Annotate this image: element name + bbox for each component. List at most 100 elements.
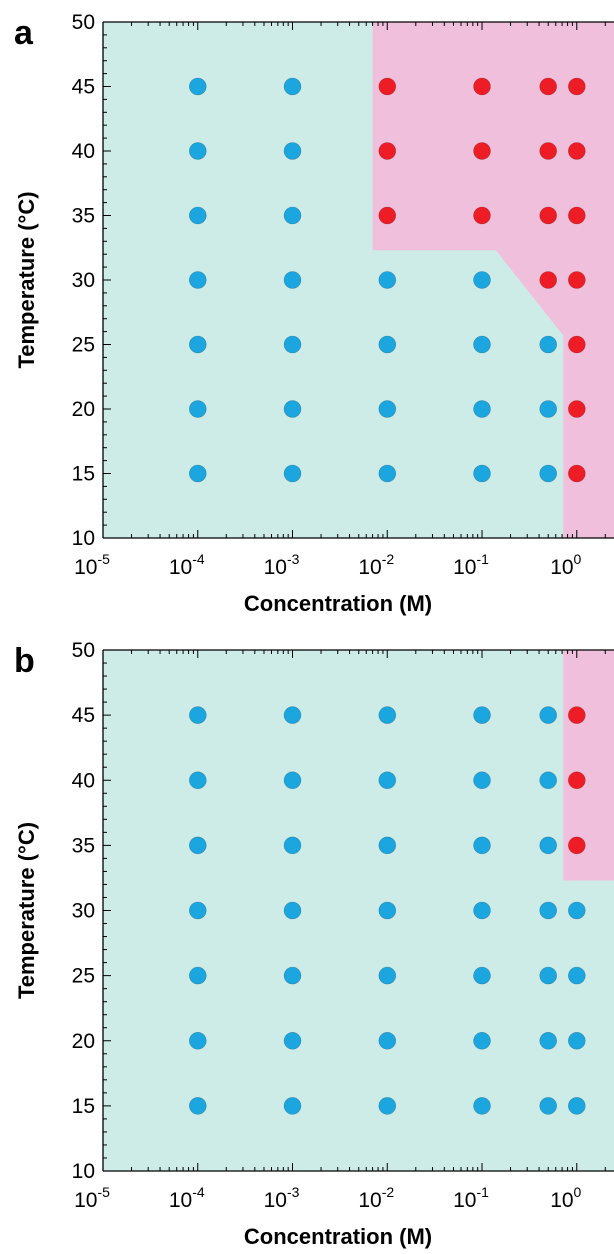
panel-a-red-point	[473, 206, 491, 225]
panel-a-x-tick-label: 100	[550, 551, 581, 579]
panel-a-y-axis-title: Temperature (°C)	[14, 191, 39, 368]
panel-b-background-region	[103, 650, 614, 1171]
panel-b-blue-point	[539, 966, 558, 985]
panel-a-blue-point	[473, 400, 491, 418]
panel-b: 10 15 20 25 30 35 40 45 50 10-5 10-4 10-3 10-2 10-1 10…	[14, 639, 614, 1249]
panel-b-blue-point	[473, 706, 491, 724]
panel-a-blue-point	[189, 271, 207, 289]
panel-b-red-point	[567, 706, 586, 724]
panel-b-blue-point	[473, 901, 491, 920]
panel-b-x-tick-label: 100	[550, 1184, 581, 1212]
panel-a-y-tick-label: 15	[72, 463, 95, 486]
panel-a-red-point	[567, 464, 586, 483]
panel-a-blue-point	[283, 400, 302, 418]
panel-b-red-point	[567, 836, 586, 855]
panel-b-y-tick-label: 35	[72, 834, 95, 857]
panel-b-blue-point	[473, 1097, 491, 1115]
panel-b-blue-point	[473, 771, 491, 790]
panel-b-blue-point	[567, 1032, 586, 1050]
panel-b-blue-point	[567, 901, 586, 920]
panel-a-blue-point	[473, 464, 491, 483]
panel-a-blue-point	[283, 464, 302, 483]
panel-a-red-point	[539, 142, 558, 160]
panel-a-blue-point	[539, 464, 558, 483]
panel-b-y-tick-label: 40	[72, 769, 95, 792]
panel-a-x-tick-label: 10-4	[169, 551, 205, 579]
panel-b-y-tick-label: 10	[72, 1160, 95, 1183]
panel-a-blue-point	[189, 400, 207, 418]
panel-b-y-tick-label: 50	[72, 639, 95, 662]
panel-b-blue-point	[283, 836, 302, 855]
panel-a-y-tick-label: 20	[72, 398, 95, 421]
panel-b-x-tick-label: 10-2	[358, 1184, 394, 1212]
panel-b-blue-point	[189, 901, 207, 920]
panel-a-blue-point	[283, 142, 302, 160]
panel-b-blue-point	[539, 901, 558, 920]
panel-b-blue-point	[378, 1032, 397, 1050]
panel-b-y-tick-label: 20	[72, 1030, 95, 1053]
panel-a-y-tick-label: 25	[72, 334, 95, 357]
panel-b-blue-point	[283, 1097, 302, 1115]
panel-b-blue-point	[473, 836, 491, 855]
panel-b-blue-point	[283, 1032, 302, 1050]
panel-b-blue-point	[283, 771, 302, 790]
panel-a-blue-point	[473, 335, 491, 354]
panel-a: 10 15 20 25 30 35 40 45 50 10-5 10-4 10-3 10-2 10-1 10…	[14, 11, 614, 616]
panel-b-blue-point	[378, 901, 397, 920]
panel-b-blue-point	[378, 771, 397, 790]
panel-a-red-point	[567, 206, 586, 225]
panel-a-y-tick-label: 45	[72, 76, 95, 99]
panel-b-blue-point	[473, 1032, 491, 1050]
panel-a-red-point	[473, 77, 491, 96]
panel-a-red-point	[378, 77, 397, 96]
panel-b-blue-point	[378, 1097, 397, 1115]
panel-a-blue-point	[283, 335, 302, 354]
panel-a-red-point	[539, 77, 558, 96]
panel-a-blue-point	[283, 271, 302, 289]
panel-b-letter: b	[14, 642, 35, 680]
panel-b-blue-point	[567, 1097, 586, 1115]
panel-b-blue-point	[283, 706, 302, 724]
panel-a-blue-point	[473, 271, 491, 289]
panel-a-red-point	[567, 142, 586, 160]
panel-b-x-axis-title: Concentration (M)	[244, 1224, 432, 1249]
panel-b-blue-point	[189, 966, 207, 985]
panel-a-red-point	[473, 142, 491, 160]
panel-a-x-tick-label: 10-1	[453, 551, 489, 579]
panel-a-blue-point	[189, 335, 207, 354]
panel-b-blue-point	[539, 706, 558, 724]
panel-a-letter: a	[14, 14, 34, 52]
panel-b-blue-point	[539, 771, 558, 790]
panel-a-red-point	[378, 206, 397, 225]
panel-a-blue-point	[189, 464, 207, 483]
panel-b-blue-point	[539, 836, 558, 855]
panel-b-x-tick-label: 10-3	[264, 1184, 300, 1212]
panel-a-blue-point	[189, 206, 207, 225]
panel-b-blue-point	[283, 901, 302, 920]
panel-a-y-tick-label: 50	[72, 11, 95, 34]
panel-b-blue-point	[283, 966, 302, 985]
panel-b-blue-point	[378, 836, 397, 855]
panel-a-red-point	[567, 335, 586, 354]
panel-a-y-tick-label: 30	[72, 269, 95, 292]
panel-b-y-axis-title: Temperature (°C)	[14, 822, 39, 999]
panel-b-blue-point	[539, 1097, 558, 1115]
panel-a-red-point	[378, 142, 397, 160]
panel-a-y-tick-label: 40	[72, 140, 95, 163]
panel-a-x-tick-label: 10-5	[74, 551, 110, 579]
panel-a-blue-point	[378, 464, 397, 483]
panel-a-blue-point	[539, 335, 558, 354]
panel-b-blue-point	[189, 1032, 207, 1050]
panel-a-red-point	[539, 206, 558, 225]
panel-a-blue-point	[539, 400, 558, 418]
panel-b-blue-point	[189, 1097, 207, 1115]
panel-a-red-point	[567, 271, 586, 289]
panel-b-blue-point	[378, 706, 397, 724]
panel-b-red-point	[567, 771, 586, 790]
panel-a-red-point	[567, 77, 586, 96]
panel-b-blue-point	[189, 706, 207, 724]
panel-a-blue-point	[189, 142, 207, 160]
panel-a-red-point	[539, 271, 558, 289]
panel-b-blue-point	[189, 771, 207, 790]
